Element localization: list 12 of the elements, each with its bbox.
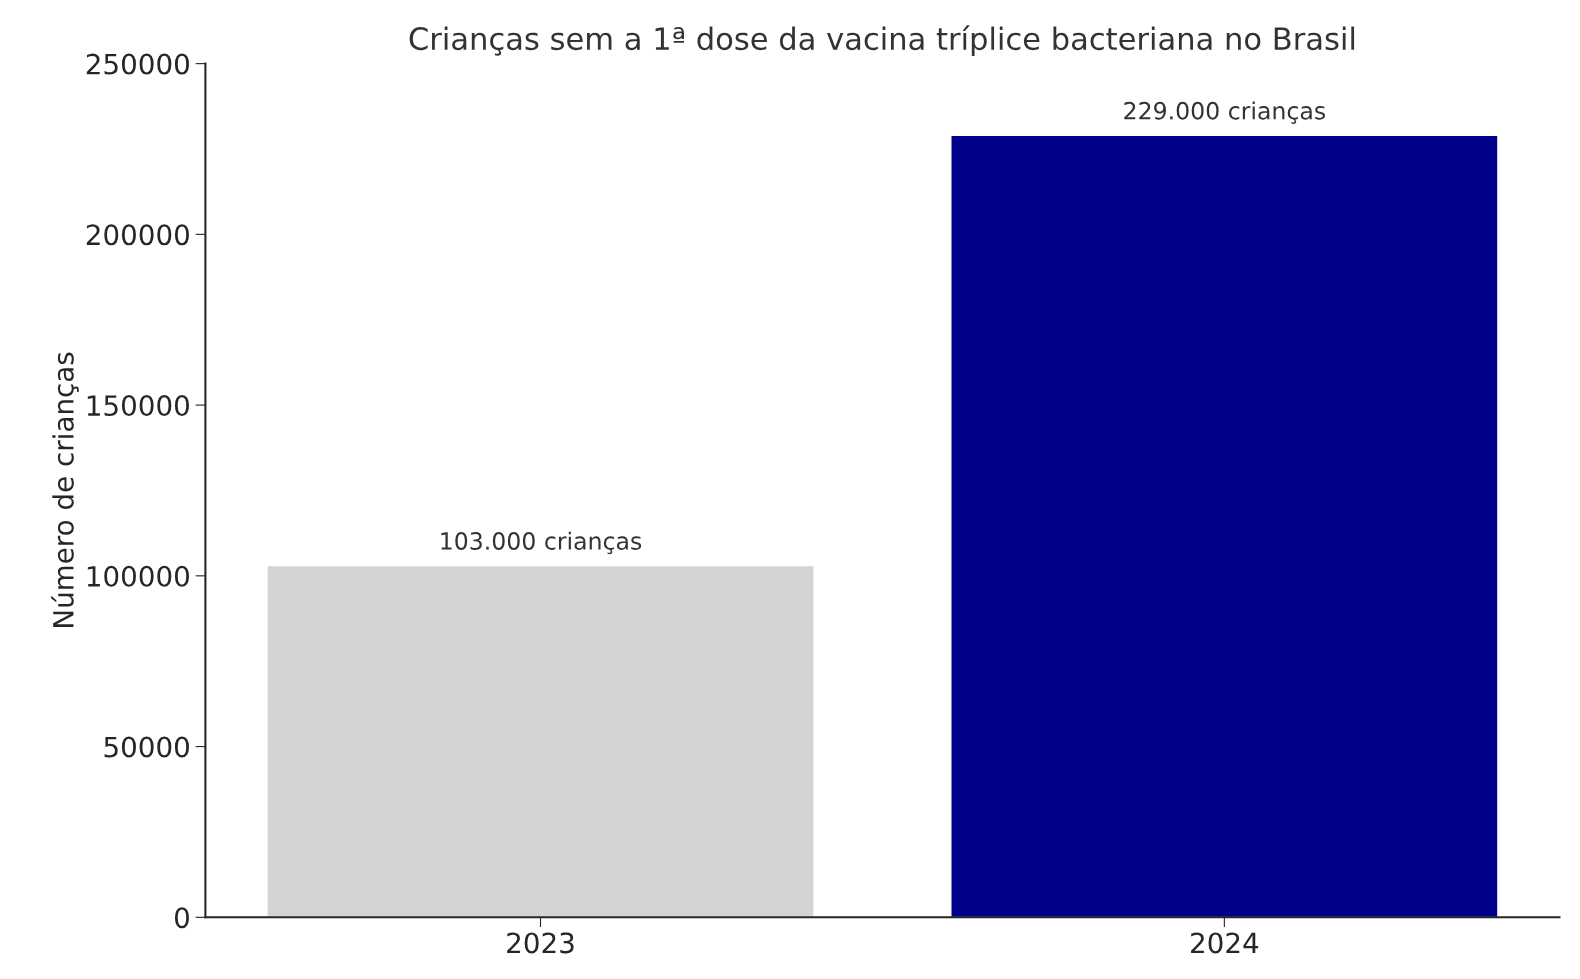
- data-label: 103.000 crianças: [441, 531, 642, 555]
- y-axis-title: Número de crianças: [51, 352, 79, 628]
- y-tick-label: 0: [174, 907, 189, 929]
- y-tick-label: 200000: [86, 224, 189, 246]
- y-tick-label: 150000: [87, 395, 189, 417]
- data-label: 229.000 crianças: [1124, 101, 1325, 124]
- chart-title: Crianças sem a 1ª dose da vacina tríplice bacteriana no Brasil: [409, 25, 1355, 57]
- y-tick-label: 100000: [87, 565, 189, 587]
- y-tick-label: 50000: [104, 736, 189, 758]
- x-tick-label: 2024: [1191, 932, 1259, 954]
- y-tick-label: 250000: [86, 53, 189, 75]
- x-tick-label: 2023: [507, 932, 574, 954]
